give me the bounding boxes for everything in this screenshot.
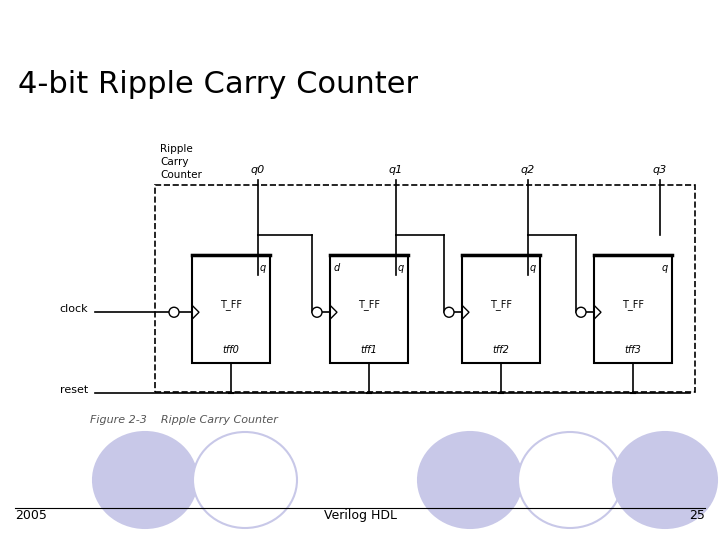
Ellipse shape bbox=[93, 432, 197, 528]
Text: T_FF: T_FF bbox=[358, 300, 380, 310]
Text: 25: 25 bbox=[689, 509, 705, 522]
Bar bbox=[330, 255, 408, 363]
Bar bbox=[155, 185, 695, 392]
Ellipse shape bbox=[193, 432, 297, 528]
Text: T_FF: T_FF bbox=[220, 300, 242, 310]
Bar bbox=[462, 255, 540, 363]
Text: T_FF: T_FF bbox=[490, 300, 512, 310]
Text: q3: q3 bbox=[653, 165, 667, 175]
Circle shape bbox=[576, 307, 586, 317]
Circle shape bbox=[444, 307, 454, 317]
Text: Figure 2-3    Ripple Carry Counter: Figure 2-3 Ripple Carry Counter bbox=[90, 415, 278, 425]
Text: q2: q2 bbox=[521, 165, 535, 175]
Text: d: d bbox=[334, 263, 341, 273]
Text: tff1: tff1 bbox=[361, 345, 377, 355]
Ellipse shape bbox=[518, 432, 622, 528]
Text: tff3: tff3 bbox=[624, 345, 642, 355]
Text: reset: reset bbox=[60, 385, 88, 395]
Text: tff2: tff2 bbox=[492, 345, 510, 355]
Bar bbox=[594, 255, 672, 363]
Ellipse shape bbox=[613, 432, 717, 528]
Text: tff0: tff0 bbox=[222, 345, 240, 355]
Ellipse shape bbox=[418, 432, 522, 528]
Text: Verilog HDL: Verilog HDL bbox=[323, 509, 397, 522]
Text: q: q bbox=[662, 263, 668, 273]
Circle shape bbox=[169, 307, 179, 317]
Text: q: q bbox=[260, 263, 266, 273]
Text: 2005: 2005 bbox=[15, 509, 47, 522]
Circle shape bbox=[312, 307, 322, 317]
Text: 4-bit Ripple Carry Counter: 4-bit Ripple Carry Counter bbox=[18, 70, 418, 99]
Text: q1: q1 bbox=[389, 165, 403, 175]
Text: q0: q0 bbox=[251, 165, 265, 175]
Text: T_FF: T_FF bbox=[622, 300, 644, 310]
Bar bbox=[192, 255, 270, 363]
Text: clock: clock bbox=[59, 304, 88, 314]
Text: q: q bbox=[397, 263, 404, 273]
Text: q: q bbox=[530, 263, 536, 273]
Text: Ripple
Carry
Counter: Ripple Carry Counter bbox=[160, 144, 202, 180]
